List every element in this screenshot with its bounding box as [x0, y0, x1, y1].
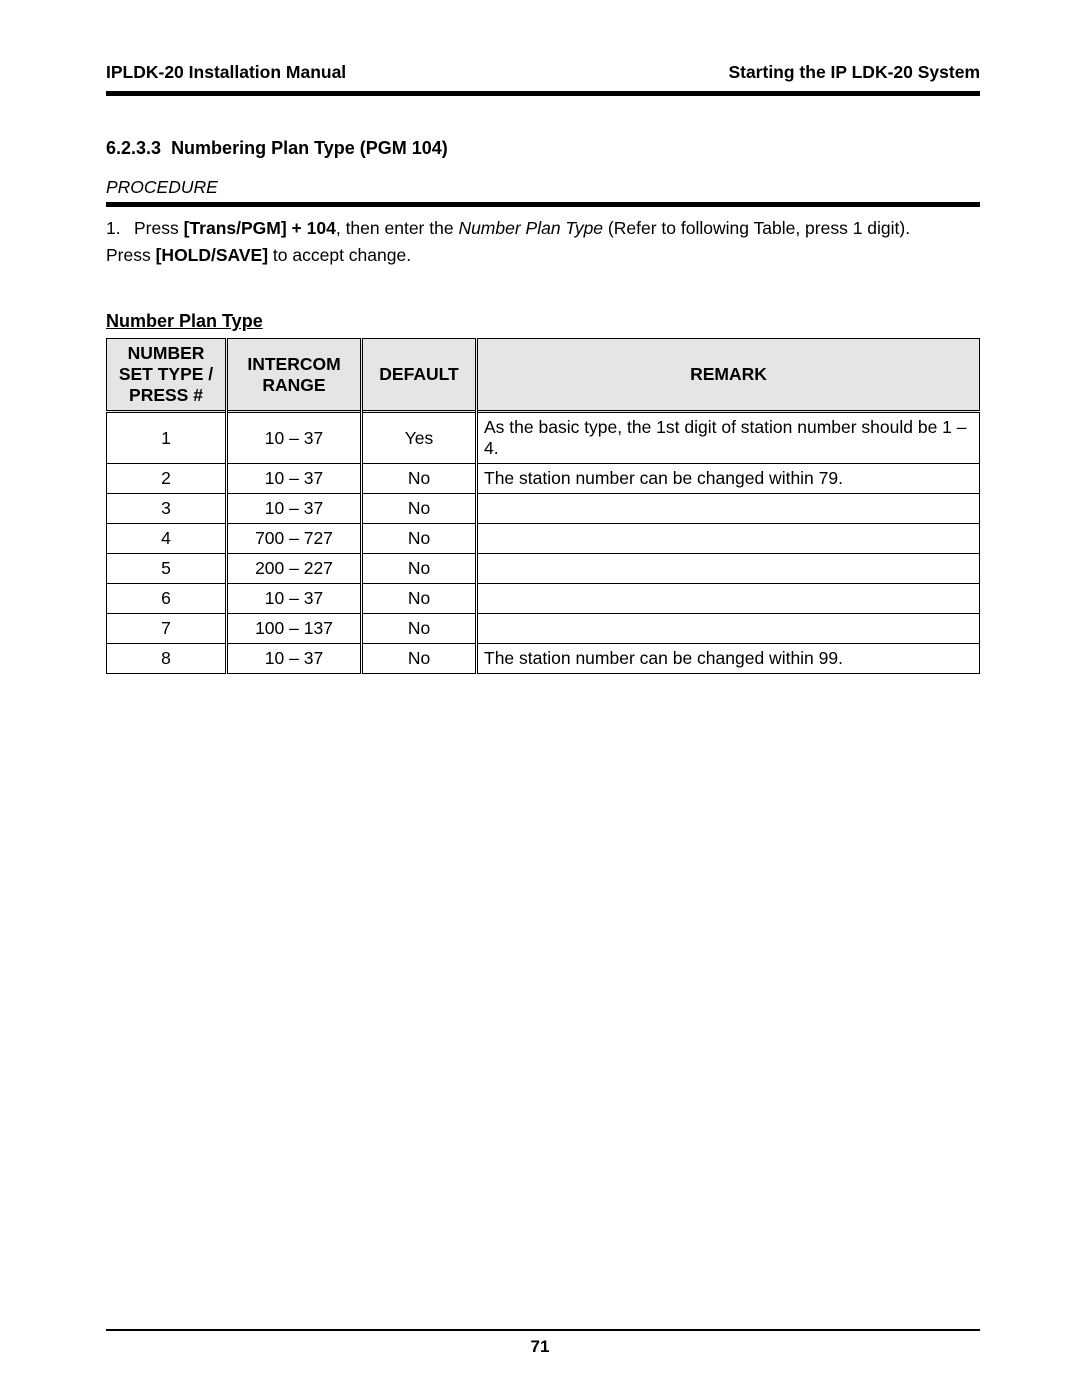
procedure-body: 1. Press [Trans/PGM] + 104, then enter t… — [106, 215, 980, 269]
header-right: Starting the IP LDK-20 System — [728, 62, 980, 83]
section-title-text: Numbering Plan Type (PGM 104) — [171, 138, 448, 158]
cell-default: No — [362, 464, 477, 494]
table-header-row: NUMBER SET TYPE / PRESS # INTERCOM RANGE… — [107, 339, 980, 412]
th-remark: REMARK — [477, 339, 980, 412]
cell-remark — [477, 524, 980, 554]
text-refer: (Refer to following Table, press 1 digit… — [603, 218, 910, 238]
table-row: 2 10 – 37 No The station number can be c… — [107, 464, 980, 494]
cell-default: No — [362, 614, 477, 644]
cell-range: 10 – 37 — [227, 584, 362, 614]
cell-press: 1 — [107, 412, 227, 464]
cell-press: 5 — [107, 554, 227, 584]
cell-press: 6 — [107, 584, 227, 614]
table-row: 1 10 – 37 Yes As the basic type, the 1st… — [107, 412, 980, 464]
th-range-a: INTERCOM — [247, 354, 340, 374]
cell-range: 10 – 37 — [227, 494, 362, 524]
text-press2: Press — [106, 245, 156, 265]
page-header: IPLDK-20 Installation Manual Starting th… — [106, 62, 980, 89]
cell-remark: As the basic type, the 1st digit of stat… — [477, 412, 980, 464]
cell-default: No — [362, 524, 477, 554]
cell-remark — [477, 584, 980, 614]
cell-default: Yes — [362, 412, 477, 464]
cell-press: 2 — [107, 464, 227, 494]
text-nptype: Number Plan Type — [458, 218, 603, 238]
header-left: IPLDK-20 Installation Manual — [106, 62, 346, 83]
table-row: 3 10 – 37 No — [107, 494, 980, 524]
cell-range: 10 – 37 — [227, 412, 362, 464]
procedure-step-1: 1. Press [Trans/PGM] + 104, then enter t… — [106, 215, 980, 242]
page-content: IPLDK-20 Installation Manual Starting th… — [0, 0, 1080, 674]
table-title: Number Plan Type — [106, 311, 980, 332]
cell-press: 7 — [107, 614, 227, 644]
cell-press: 4 — [107, 524, 227, 554]
text-thenenter: , then enter the — [336, 218, 459, 238]
cell-range: 200 – 227 — [227, 554, 362, 584]
cell-press: 3 — [107, 494, 227, 524]
text-holdsave: [HOLD/SAVE] — [156, 245, 268, 265]
cell-range: 700 – 727 — [227, 524, 362, 554]
text-accept: to accept change. — [268, 245, 411, 265]
table-row: 5 200 – 227 No — [107, 554, 980, 584]
text-transpgm: [Trans/PGM] — [184, 218, 287, 238]
th-press-b: PRESS # — [129, 385, 203, 405]
cell-range: 100 – 137 — [227, 614, 362, 644]
step-text: Press [Trans/PGM] + 104, then enter the … — [134, 215, 910, 242]
table-row: 4 700 – 727 No — [107, 524, 980, 554]
cell-remark — [477, 494, 980, 524]
cell-remark — [477, 614, 980, 644]
cell-press: 8 — [107, 644, 227, 674]
footer-divider — [106, 1329, 980, 1331]
page-number: 71 — [0, 1337, 1080, 1357]
section-number: 6.2.3.3 — [106, 138, 161, 158]
section-title: 6.2.3.3 Numbering Plan Type (PGM 104) — [106, 138, 980, 159]
cell-default: No — [362, 554, 477, 584]
cell-remark: The station number can be changed within… — [477, 464, 980, 494]
header-divider — [106, 91, 980, 96]
procedure-step-1b: Press [HOLD/SAVE] to accept change. — [106, 242, 980, 269]
cell-default: No — [362, 494, 477, 524]
cell-default: No — [362, 584, 477, 614]
step-number: 1. — [106, 215, 134, 242]
text-plus104: + 104 — [287, 218, 336, 238]
procedure-label: PROCEDURE — [106, 177, 980, 198]
th-range: INTERCOM RANGE — [227, 339, 362, 412]
cell-default: No — [362, 644, 477, 674]
cell-remark: The station number can be changed within… — [477, 644, 980, 674]
th-default: DEFAULT — [362, 339, 477, 412]
th-range-b: RANGE — [262, 375, 325, 395]
number-plan-type-table: NUMBER SET TYPE / PRESS # INTERCOM RANGE… — [106, 338, 980, 674]
text-press: Press — [134, 218, 184, 238]
table-row: 7 100 – 137 No — [107, 614, 980, 644]
cell-remark — [477, 554, 980, 584]
table-row: 8 10 – 37 No The station number can be c… — [107, 644, 980, 674]
th-press: NUMBER SET TYPE / PRESS # — [107, 339, 227, 412]
th-press-a: NUMBER SET TYPE / — [119, 343, 213, 384]
table-row: 6 10 – 37 No — [107, 584, 980, 614]
procedure-divider — [106, 202, 980, 207]
cell-range: 10 – 37 — [227, 464, 362, 494]
cell-range: 10 – 37 — [227, 644, 362, 674]
table-body: 1 10 – 37 Yes As the basic type, the 1st… — [107, 412, 980, 674]
